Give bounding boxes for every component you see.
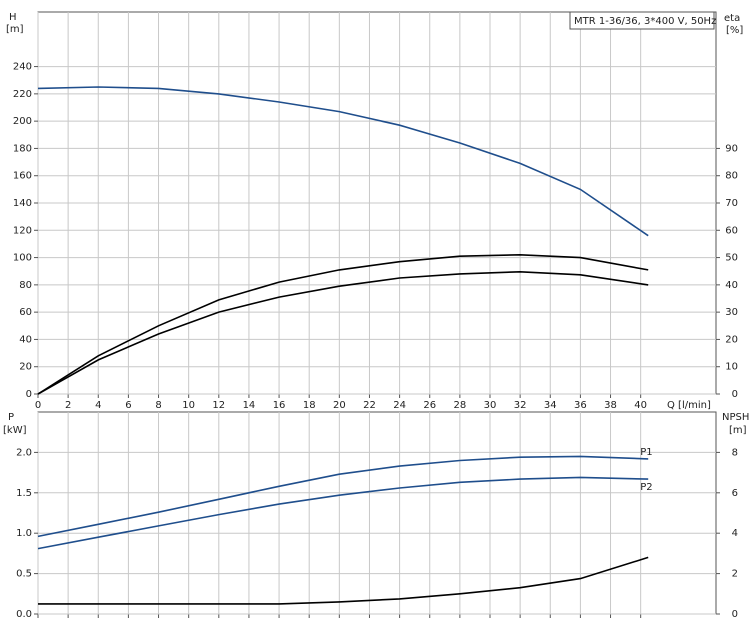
y-tick-label: 240 (13, 62, 32, 73)
y-tick-label: 40 (19, 334, 32, 345)
y-tick-label: 200 (13, 116, 32, 127)
x-tick-label: 6 (125, 400, 131, 411)
x-tick-label: 2 (65, 400, 71, 411)
series-label: P1 (640, 447, 652, 458)
x-tick-label: 38 (604, 400, 617, 411)
x-tick-label: 16 (273, 400, 286, 411)
y2-tick-label: 90 (725, 143, 738, 154)
x-tick-label: 8 (155, 400, 161, 411)
x-tick-label: 26 (423, 400, 436, 411)
x-tick-label: 24 (393, 400, 406, 411)
y2-tick-label: 20 (725, 334, 738, 345)
y-tick-label: 180 (13, 143, 32, 154)
plot-layer: 0 2 4 6 8 10 12 14 16 18 20 22 24 26 28 30 32 34 36 38 40020… (13, 12, 738, 620)
series-line (37, 253, 649, 395)
series-line (37, 86, 649, 237)
y-tick-label: 20 (19, 362, 32, 373)
series-line (38, 556, 649, 605)
y2-tick-label: 70 (725, 198, 738, 209)
y-tick-label: 60 (19, 307, 32, 318)
x-tick-label: 36 (574, 400, 587, 411)
legend-text: MTR 1-36/36, 3*400 V, 50Hz (574, 16, 716, 27)
y2-axis-unit: [%] (726, 25, 743, 36)
x-axis-label: Q [l/min] (667, 400, 711, 411)
x-tick-label: 20 (333, 400, 346, 411)
y-tick-label: 120 (13, 225, 32, 236)
x-tick-label: 22 (363, 400, 376, 411)
y2-tick-label: 8 (732, 447, 738, 458)
y2-tick-label: 0 (732, 609, 738, 620)
y-axis-unit: [m] (6, 24, 24, 35)
y-axis-label: P (8, 412, 14, 423)
x-tick-label: 14 (243, 400, 256, 411)
y-axis-label: H (9, 12, 17, 23)
y-tick-label: 1.5 (16, 488, 32, 499)
y-axis-unit: [kW] (3, 425, 27, 436)
y-tick-label: 0.5 (16, 569, 32, 580)
x-tick-label: 18 (303, 400, 316, 411)
y2-axis-unit: [m] (729, 425, 747, 436)
x-tick-label: 12 (212, 400, 225, 411)
legend-box (569, 11, 715, 30)
y2-tick-label: 4 (732, 528, 738, 539)
y2-tick-label: 80 (725, 171, 738, 182)
y2-axis-label: NPSH (722, 412, 749, 423)
y-tick-label: 160 (13, 171, 32, 182)
y2-tick-label: 6 (732, 488, 738, 499)
y-tick-label: 1.0 (16, 528, 32, 539)
y2-tick-label: 40 (725, 280, 738, 291)
series-line (37, 455, 649, 538)
y-tick-label: 2.0 (16, 447, 32, 458)
y-tick-label: 140 (13, 198, 32, 209)
x-tick-label: 32 (514, 400, 527, 411)
y-tick-label: 0.0 (16, 609, 32, 620)
series-line (37, 270, 649, 395)
y-tick-label: 0 (26, 389, 32, 400)
y2-tick-label: 10 (725, 362, 738, 373)
x-tick-label: 40 (634, 400, 647, 411)
x-tick-label: 34 (544, 400, 557, 411)
y2-tick-label: 2 (732, 569, 738, 580)
series-line (37, 476, 649, 550)
bottom-plot-frame (37, 411, 717, 615)
x-tick-label: 28 (453, 400, 466, 411)
y-tick-label: 80 (19, 280, 32, 291)
y-tick-label: 100 (13, 253, 32, 264)
series-label: P2 (640, 482, 652, 493)
x-tick-label: 10 (182, 400, 195, 411)
y2-tick-label: 50 (725, 253, 738, 264)
y2-tick-label: 30 (725, 307, 738, 318)
y-tick-label: 220 (13, 89, 32, 100)
y2-tick-label: 60 (725, 225, 738, 236)
x-tick-label: 4 (95, 400, 101, 411)
y2-tick-label: 0 (732, 389, 738, 400)
y2-axis-label: eta (724, 13, 740, 24)
x-tick-label: 0 (35, 400, 41, 411)
x-tick-label: 30 (484, 400, 497, 411)
